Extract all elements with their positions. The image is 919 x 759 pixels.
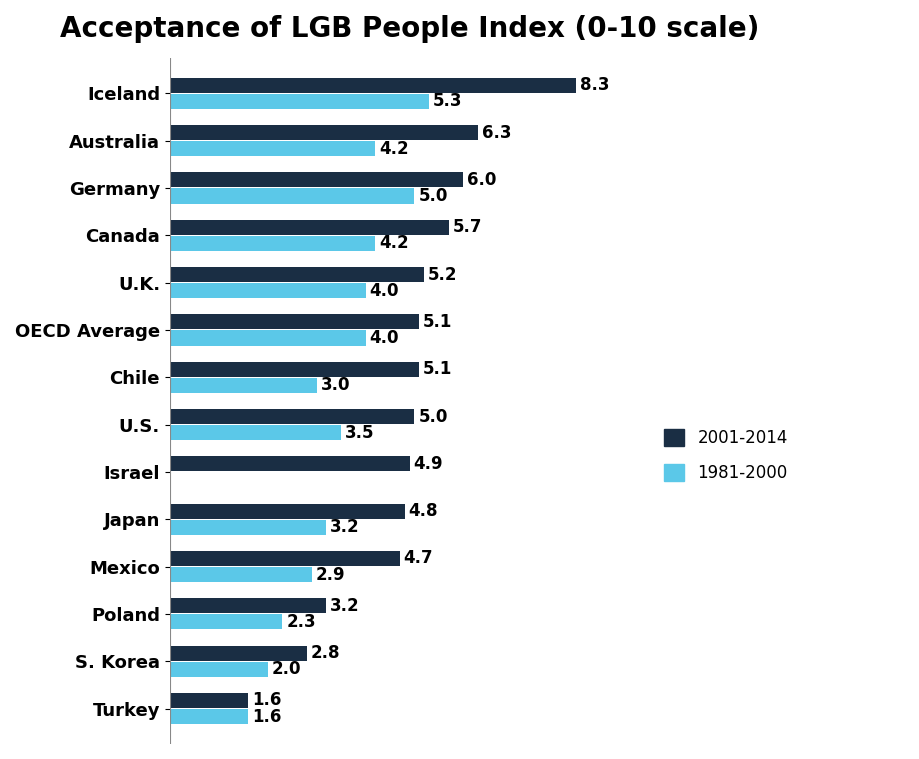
Text: 4.7: 4.7 xyxy=(403,550,433,568)
Text: 1.6: 1.6 xyxy=(252,691,281,710)
Text: 6.0: 6.0 xyxy=(467,171,496,189)
Bar xyxy=(170,378,316,393)
Bar xyxy=(170,598,326,613)
Bar xyxy=(170,551,400,566)
Text: 3.5: 3.5 xyxy=(345,424,374,442)
Text: 5.0: 5.0 xyxy=(418,187,448,205)
Text: 5.3: 5.3 xyxy=(433,93,462,110)
Bar xyxy=(170,172,463,187)
Bar xyxy=(170,520,326,535)
Text: 4.0: 4.0 xyxy=(369,282,399,300)
Text: 5.2: 5.2 xyxy=(427,266,457,284)
Bar xyxy=(170,504,404,518)
Text: 5.1: 5.1 xyxy=(423,313,452,331)
Bar xyxy=(170,646,306,661)
Legend: 2001-2014, 1981-2000: 2001-2014, 1981-2000 xyxy=(657,423,794,489)
Bar xyxy=(170,94,428,109)
Bar xyxy=(170,361,419,376)
Bar xyxy=(170,330,365,345)
Bar xyxy=(170,314,419,329)
Bar xyxy=(170,267,424,282)
Bar xyxy=(170,614,282,629)
Bar xyxy=(170,709,248,724)
Text: 5.1: 5.1 xyxy=(423,361,452,378)
Bar xyxy=(170,188,414,203)
Bar xyxy=(170,456,409,471)
Text: 4.0: 4.0 xyxy=(369,329,399,347)
Bar xyxy=(170,662,267,677)
Text: 4.2: 4.2 xyxy=(379,140,408,158)
Bar xyxy=(170,409,414,424)
Text: 3.2: 3.2 xyxy=(330,597,359,615)
Bar xyxy=(170,236,375,251)
Text: 4.9: 4.9 xyxy=(413,455,443,473)
Bar xyxy=(170,425,341,440)
Text: 3.0: 3.0 xyxy=(320,376,349,394)
Text: 4.8: 4.8 xyxy=(408,502,437,520)
Bar xyxy=(170,125,478,140)
Text: 5.7: 5.7 xyxy=(452,219,482,236)
Bar xyxy=(170,567,312,582)
Bar xyxy=(170,693,248,708)
Text: 2.8: 2.8 xyxy=(311,644,340,662)
Text: 3.2: 3.2 xyxy=(330,518,359,537)
Bar xyxy=(170,283,365,298)
Title: Acceptance of LGB People Index (0-10 scale): Acceptance of LGB People Index (0-10 sca… xyxy=(60,15,758,43)
Text: 2.3: 2.3 xyxy=(286,613,315,631)
Bar xyxy=(170,141,375,156)
Text: 8.3: 8.3 xyxy=(579,77,608,94)
Text: 2.9: 2.9 xyxy=(315,565,345,584)
Text: 5.0: 5.0 xyxy=(418,408,448,426)
Text: 6.3: 6.3 xyxy=(482,124,511,142)
Bar xyxy=(170,77,575,93)
Text: 1.6: 1.6 xyxy=(252,707,281,726)
Text: 2.0: 2.0 xyxy=(271,660,301,679)
Bar xyxy=(170,219,448,235)
Text: 4.2: 4.2 xyxy=(379,235,408,252)
